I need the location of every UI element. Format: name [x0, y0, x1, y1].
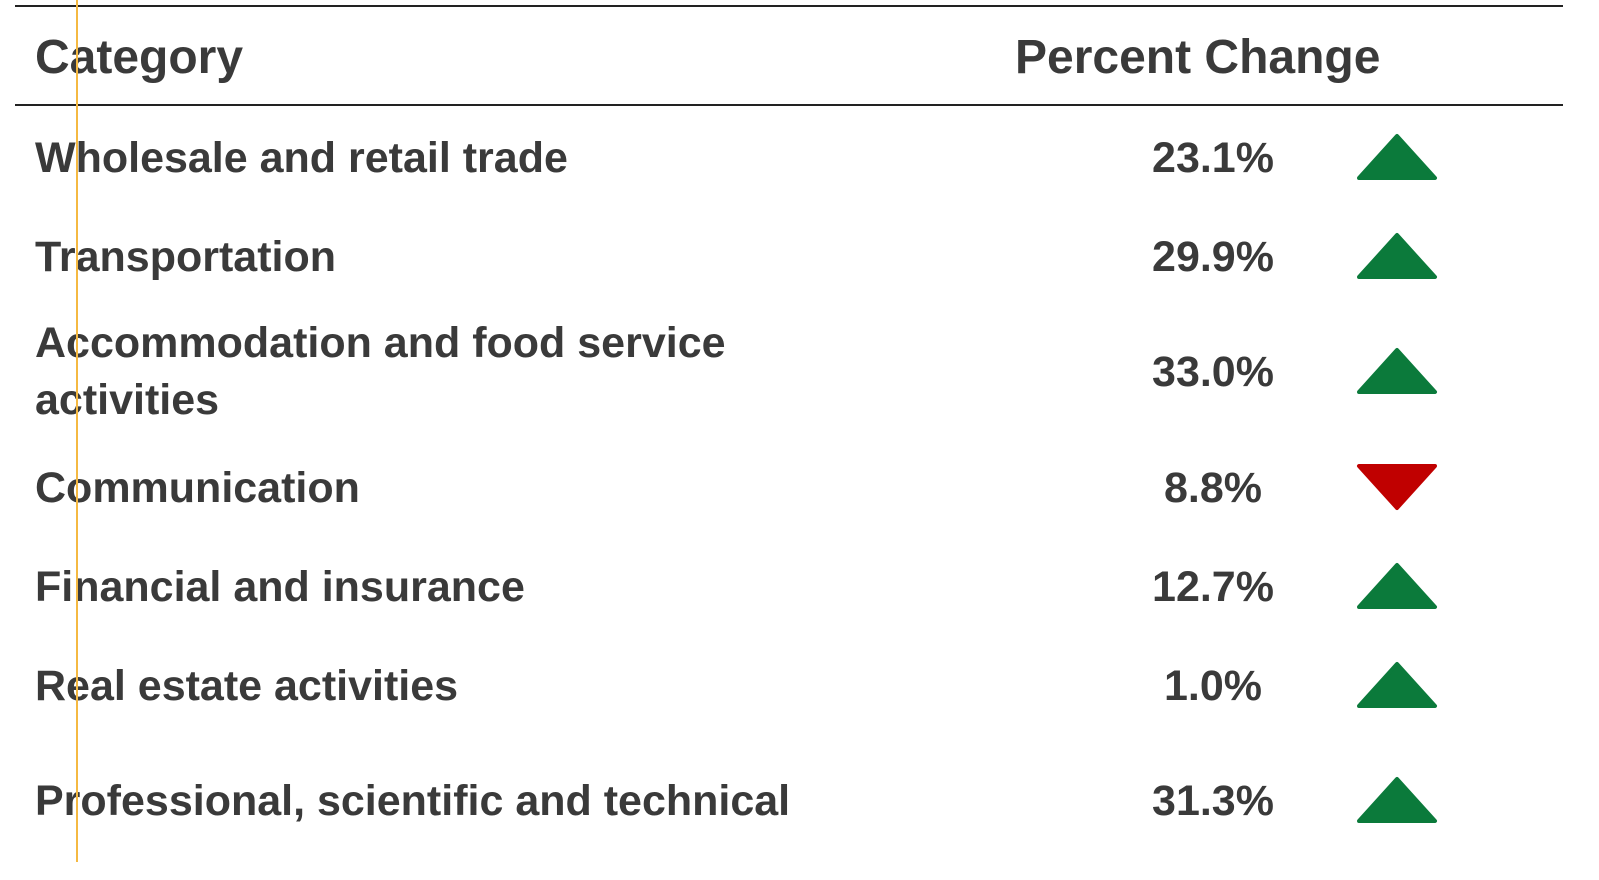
header-percent: Percent Change	[1015, 31, 1381, 84]
percent-cell: 29.9%	[1152, 233, 1274, 281]
arrow-up	[1357, 777, 1437, 823]
percent-cell: 23.1%	[1152, 134, 1274, 182]
percent-cell: 1.0%	[1163, 662, 1262, 710]
guide-line	[76, 0, 78, 862]
header-category: Category	[35, 31, 244, 84]
category-cell: Accommodation and food service activitie…	[35, 319, 726, 424]
category-cell: Communication	[35, 463, 360, 512]
arrow-up	[1357, 348, 1437, 394]
percent-cell: 12.7%	[1152, 563, 1274, 611]
category-cell: Real estate activities	[35, 661, 459, 710]
category-cell: Professional, scientific and technical	[35, 776, 791, 825]
arrow-up	[1357, 233, 1437, 279]
category-cell: Transportation	[35, 232, 337, 281]
category-cell: Wholesale and retail trade	[35, 133, 568, 182]
trend-arrow	[1357, 233, 1437, 279]
trend-arrow	[1357, 563, 1437, 609]
percent-cell: 8.8%	[1163, 464, 1262, 512]
percent-cell: 31.3%	[1152, 777, 1274, 825]
arrow-up	[1357, 134, 1437, 180]
percent-cell: 33.0%	[1152, 348, 1274, 396]
trend-arrow	[1357, 464, 1437, 510]
arrow-up	[1357, 563, 1437, 609]
trend-arrow	[1357, 348, 1437, 394]
trend-arrow	[1357, 777, 1437, 823]
arrow-down	[1357, 464, 1437, 510]
top-rule	[15, 5, 1563, 7]
category-cell: Financial and insurance	[35, 562, 525, 611]
trend-arrow	[1357, 662, 1437, 708]
header-rule	[15, 104, 1563, 106]
arrow-up	[1357, 662, 1437, 708]
trend-arrow	[1357, 134, 1437, 180]
